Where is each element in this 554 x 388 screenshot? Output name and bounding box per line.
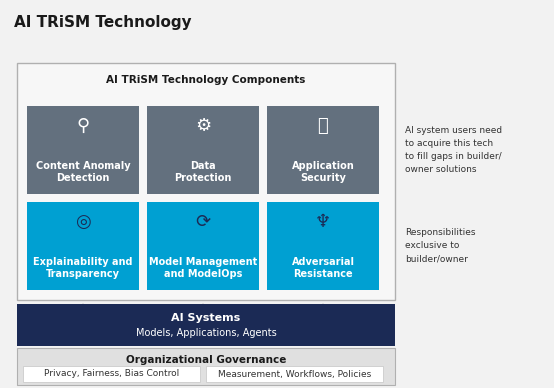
FancyBboxPatch shape — [267, 106, 379, 194]
Text: AI system users need
to acquire this tech
to fill gaps in builder/
owner solutio: AI system users need to acquire this tec… — [405, 126, 502, 174]
Text: AI TRiSM Technology: AI TRiSM Technology — [14, 15, 192, 30]
Text: Measurement, Workflows, Policies: Measurement, Workflows, Policies — [218, 369, 371, 379]
FancyBboxPatch shape — [27, 106, 139, 194]
Text: AI TRiSM Technology Components: AI TRiSM Technology Components — [106, 75, 306, 85]
Text: AI Systems: AI Systems — [171, 313, 240, 323]
FancyBboxPatch shape — [267, 202, 379, 290]
FancyBboxPatch shape — [17, 63, 395, 300]
FancyBboxPatch shape — [147, 106, 259, 194]
FancyBboxPatch shape — [23, 366, 200, 382]
Text: ⚙: ⚙ — [195, 117, 211, 135]
Text: Model Management
and ModelOps: Model Management and ModelOps — [149, 257, 257, 279]
Text: Adversarial
Resistance: Adversarial Resistance — [291, 257, 355, 279]
Text: ◎: ◎ — [75, 213, 91, 231]
Text: ⟳: ⟳ — [196, 213, 211, 231]
Text: ⚲: ⚲ — [76, 117, 90, 135]
FancyBboxPatch shape — [17, 304, 395, 346]
Text: Privacy, Fairness, Bias Control: Privacy, Fairness, Bias Control — [44, 369, 179, 379]
Text: Data
Protection: Data Protection — [175, 161, 232, 183]
Text: Application
Security: Application Security — [291, 161, 355, 183]
FancyBboxPatch shape — [206, 366, 383, 382]
FancyBboxPatch shape — [27, 202, 139, 290]
Text: Content Anomaly
Detection: Content Anomaly Detection — [35, 161, 130, 183]
Text: Models, Applications, Agents: Models, Applications, Agents — [136, 328, 276, 338]
Text: ♆: ♆ — [315, 213, 331, 231]
FancyBboxPatch shape — [147, 202, 259, 290]
Text: Organizational Governance: Organizational Governance — [126, 355, 286, 365]
Text: Explainability and
Transparency: Explainability and Transparency — [33, 257, 133, 279]
Text: ⛨: ⛨ — [317, 117, 329, 135]
Text: Responsibilities
exclusive to
builder/owner: Responsibilities exclusive to builder/ow… — [405, 228, 475, 264]
FancyBboxPatch shape — [17, 348, 395, 385]
